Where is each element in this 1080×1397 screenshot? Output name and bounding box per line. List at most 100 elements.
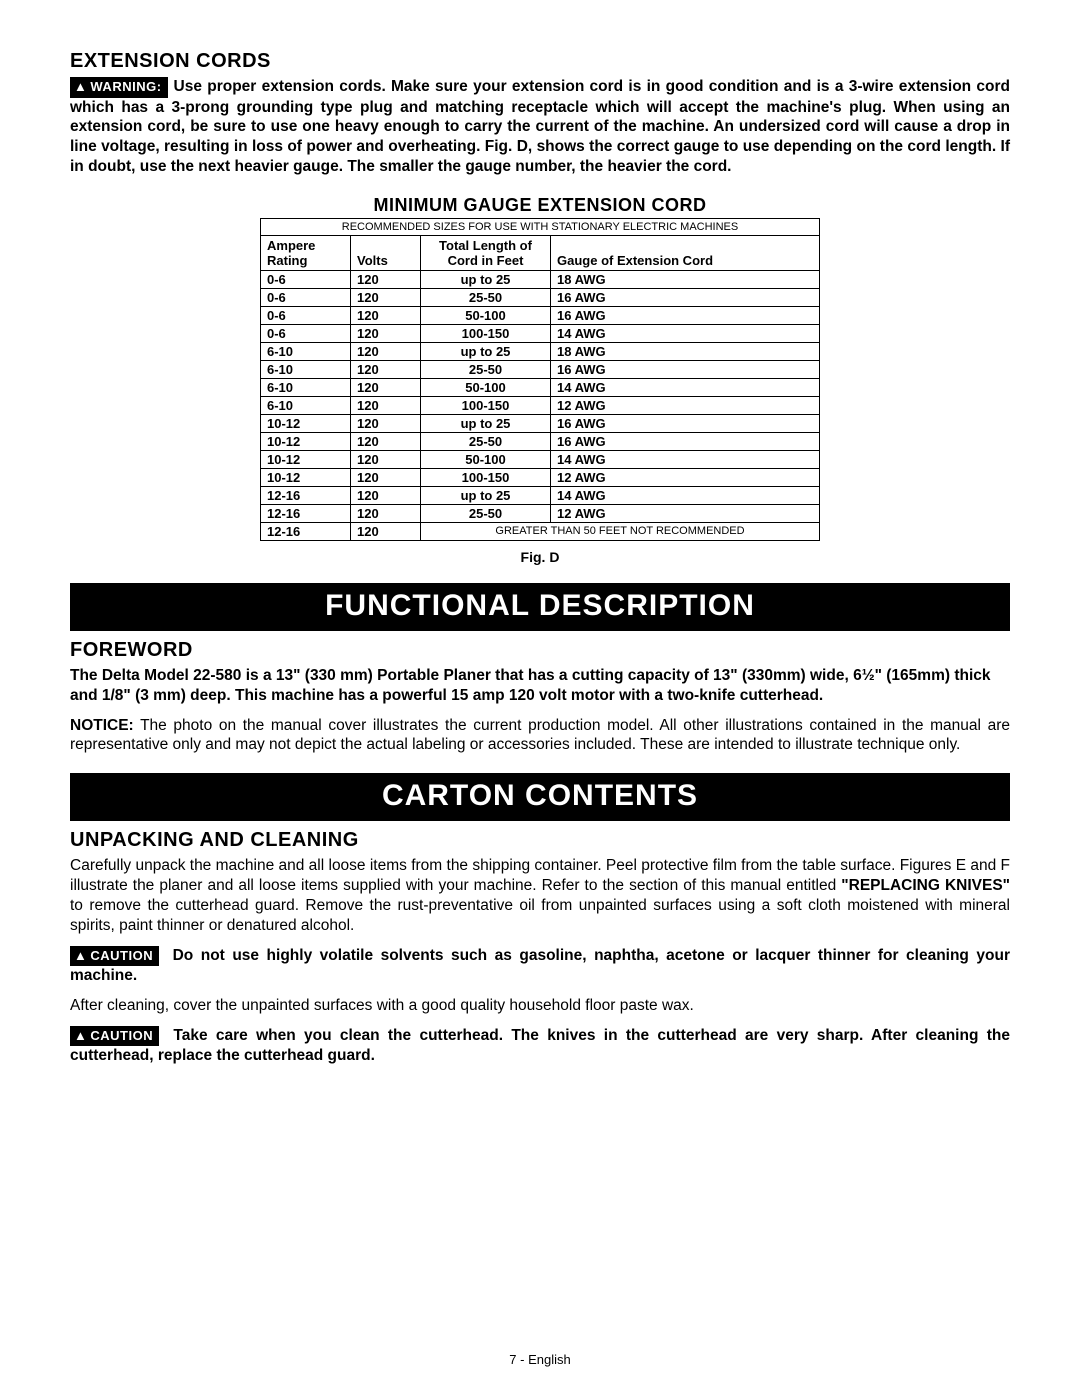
- table-row: 0-612025-5016 AWG: [261, 288, 820, 306]
- footer-sep: -: [517, 1352, 529, 1367]
- table-row: 0-6120up to 2518 AWG: [261, 270, 820, 288]
- table-cell: 12-16: [261, 522, 351, 540]
- table-cell: 120: [351, 360, 421, 378]
- table-row: 6-1012050-10014 AWG: [261, 378, 820, 396]
- caution-1: ▲CAUTION Do not use highly volatile solv…: [70, 946, 1010, 986]
- table-row: 0-612050-10016 AWG: [261, 306, 820, 324]
- warning-label: WARNING:: [90, 79, 161, 94]
- gauge-table: RECOMMENDED SIZES FOR USE WITH STATIONAR…: [260, 218, 820, 541]
- col-length: Total Length of Cord in Feet: [421, 235, 551, 270]
- table-cell: up to 25: [421, 270, 551, 288]
- table-cell: 16 AWG: [551, 306, 820, 324]
- table-row: 6-10120100-15012 AWG: [261, 396, 820, 414]
- gauge-table-subtitle-row: RECOMMENDED SIZES FOR USE WITH STATIONAR…: [261, 218, 820, 235]
- table-cell: 120: [351, 270, 421, 288]
- table-cell: 18 AWG: [551, 342, 820, 360]
- table-cell: 120: [351, 342, 421, 360]
- table-cell: 6-10: [261, 378, 351, 396]
- table-cell: 16 AWG: [551, 288, 820, 306]
- table-cell: 10-12: [261, 432, 351, 450]
- unpacking-p1-b: to remove the cutterhead guard. Remove t…: [70, 897, 1010, 934]
- caution-triangle-icon: ▲: [74, 948, 87, 963]
- unpacking-p2: After cleaning, cover the unpainted surf…: [70, 996, 1010, 1016]
- table-cell: 14 AWG: [551, 450, 820, 468]
- table-cell: 50-100: [421, 306, 551, 324]
- table-note-cell: GREATER THAN 50 FEET NOT RECOMMENDED: [421, 522, 820, 540]
- table-row: 6-10120up to 2518 AWG: [261, 342, 820, 360]
- table-cell: 12-16: [261, 486, 351, 504]
- table-cell: 120: [351, 468, 421, 486]
- gauge-table-header-row: Ampere Rating Volts Total Length of Cord…: [261, 235, 820, 270]
- table-cell: 0-6: [261, 306, 351, 324]
- gauge-table-title: MINIMUM GAUGE EXTENSION CORD: [260, 195, 820, 216]
- table-cell: 6-10: [261, 360, 351, 378]
- warning-triangle-icon: ▲: [74, 79, 87, 94]
- caution-label-1: CAUTION: [90, 948, 153, 963]
- table-cell: 18 AWG: [551, 270, 820, 288]
- table-cell: 0-6: [261, 288, 351, 306]
- caution-badge-1: ▲CAUTION: [70, 946, 159, 967]
- table-cell: 12 AWG: [551, 396, 820, 414]
- table-row: 12-16120up to 2514 AWG: [261, 486, 820, 504]
- table-cell: 16 AWG: [551, 414, 820, 432]
- extension-cords-section: EXTENSION CORDS ▲WARNING:Use proper exte…: [70, 50, 1010, 177]
- table-cell: 120: [351, 396, 421, 414]
- table-cell: 0-6: [261, 324, 351, 342]
- footer-lang: English: [528, 1352, 571, 1367]
- table-row: 0-6120100-15014 AWG: [261, 324, 820, 342]
- extension-cords-heading: EXTENSION CORDS: [70, 50, 1010, 73]
- caution-label-2: CAUTION: [90, 1028, 153, 1043]
- table-cell: 25-50: [421, 432, 551, 450]
- caution-triangle-icon: ▲: [74, 1028, 87, 1043]
- table-cell: 0-6: [261, 270, 351, 288]
- footer-page: 7: [509, 1352, 516, 1367]
- table-cell: 10-12: [261, 468, 351, 486]
- notice-text: The photo on the manual cover illustrate…: [70, 717, 1010, 754]
- extension-cords-warning-text: Use proper extension cords. Make sure yo…: [70, 78, 1010, 175]
- table-cell: 50-100: [421, 378, 551, 396]
- manual-page: EXTENSION CORDS ▲WARNING:Use proper exte…: [0, 0, 1080, 1397]
- warning-badge: ▲WARNING:: [70, 77, 168, 98]
- table-cell: 120: [351, 288, 421, 306]
- page-footer: 7 - English: [0, 1352, 1080, 1367]
- table-cell: 12-16: [261, 504, 351, 522]
- table-cell: 6-10: [261, 396, 351, 414]
- table-cell: 120: [351, 432, 421, 450]
- caution-badge-2: ▲CAUTION: [70, 1026, 159, 1047]
- table-cell: 14 AWG: [551, 324, 820, 342]
- table-cell: 12 AWG: [551, 468, 820, 486]
- table-cell: 120: [351, 324, 421, 342]
- table-row: 10-1212050-10014 AWG: [261, 450, 820, 468]
- table-cell: 120: [351, 486, 421, 504]
- table-cell: 120: [351, 306, 421, 324]
- table-cell: up to 25: [421, 342, 551, 360]
- table-cell: 120: [351, 414, 421, 432]
- table-cell: 10-12: [261, 450, 351, 468]
- table-cell: 10-12: [261, 414, 351, 432]
- table-cell: 16 AWG: [551, 360, 820, 378]
- table-row: 10-12120100-15012 AWG: [261, 468, 820, 486]
- table-cell: 12 AWG: [551, 504, 820, 522]
- col-ampere: Ampere Rating: [261, 235, 351, 270]
- unpacking-p1: Carefully unpack the machine and all loo…: [70, 856, 1010, 935]
- table-cell: 25-50: [421, 504, 551, 522]
- table-cell: 120: [351, 450, 421, 468]
- table-cell: up to 25: [421, 414, 551, 432]
- gauge-table-subtitle: RECOMMENDED SIZES FOR USE WITH STATIONAR…: [261, 218, 820, 235]
- unpacking-heading: UNPACKING AND CLEANING: [70, 829, 1010, 852]
- caution-1-text: Do not use highly volatile solvents such…: [70, 947, 1010, 985]
- table-row: 10-1212025-5016 AWG: [261, 432, 820, 450]
- caution-2-text: Take care when you clean the cutterhead.…: [70, 1027, 1010, 1065]
- col-volts: Volts: [351, 235, 421, 270]
- notice-label: NOTICE:: [70, 717, 134, 734]
- table-row: 12-16120GREATER THAN 50 FEET NOT RECOMME…: [261, 522, 820, 540]
- carton-contents-banner: CARTON CONTENTS: [70, 773, 1010, 821]
- foreword-heading: FOREWORD: [70, 639, 1010, 662]
- table-cell: 120: [351, 504, 421, 522]
- table-cell: 14 AWG: [551, 378, 820, 396]
- functional-description-banner: FUNCTIONAL DESCRIPTION: [70, 583, 1010, 631]
- table-row: 12-1612025-5012 AWG: [261, 504, 820, 522]
- table-cell: 120: [351, 378, 421, 396]
- gauge-table-wrap: MINIMUM GAUGE EXTENSION CORD RECOMMENDED…: [260, 195, 820, 565]
- table-cell: up to 25: [421, 486, 551, 504]
